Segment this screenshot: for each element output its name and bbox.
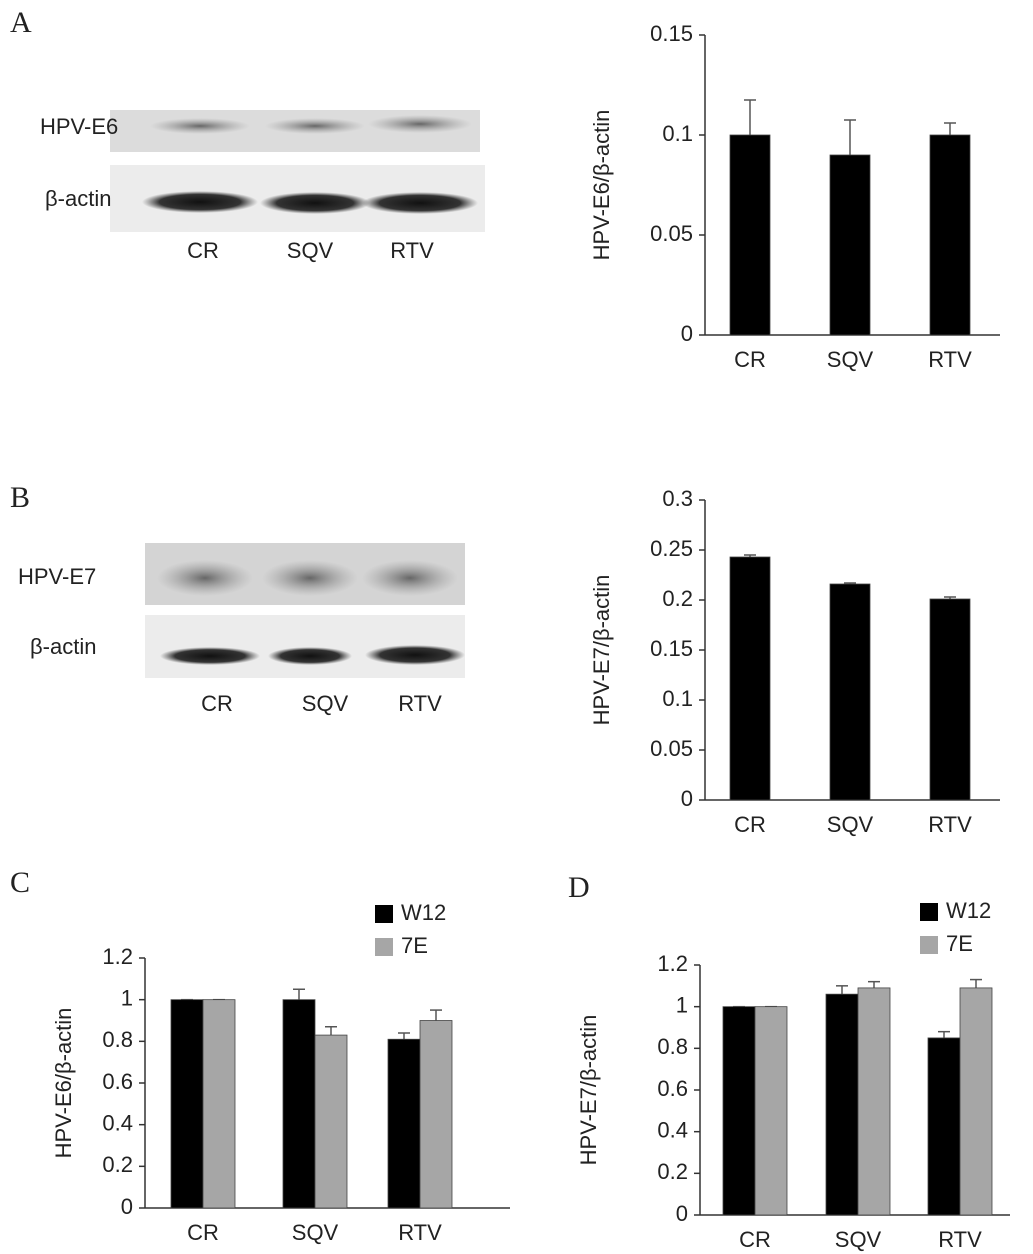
legend-swatch (375, 938, 393, 956)
y-tick-label: 0.15 (650, 21, 693, 46)
blot-row-label: HPV-E6 (40, 114, 118, 139)
bar (202, 999, 236, 1209)
blot-band (268, 647, 352, 665)
y-tick-label: 0 (121, 1194, 133, 1219)
bar (729, 556, 771, 801)
y-tick-label: 0.05 (650, 736, 693, 761)
y-tick-label: 0 (681, 786, 693, 811)
y-tick-label: 0.05 (650, 221, 693, 246)
blot-row-label: β-actin (45, 186, 111, 211)
blot-band (362, 560, 458, 596)
blot-row-label: β-actin (30, 634, 96, 659)
bar (170, 999, 204, 1209)
y-tick-label: 0.8 (102, 1027, 133, 1052)
blot-band (150, 118, 250, 134)
blot-band (160, 647, 260, 665)
y-tick-label: 1 (121, 985, 133, 1010)
blot-band (265, 118, 365, 134)
bar (729, 134, 771, 336)
panel-label: D (568, 871, 590, 904)
panel-label: B (10, 481, 30, 514)
x-tick-label: CR (739, 1227, 771, 1252)
y-tick-label: 1.2 (102, 944, 133, 969)
y-tick-label: 0 (681, 321, 693, 346)
y-axis-label: HPV-E6/β-actin (589, 110, 614, 261)
y-tick-label: 0.4 (657, 1117, 688, 1142)
lane-label: RTV (398, 691, 442, 716)
x-tick-label: CR (187, 1220, 219, 1245)
x-tick-label: SQV (827, 347, 874, 372)
panel-label: A (10, 6, 32, 39)
bar (829, 583, 871, 801)
legend-swatch (920, 936, 938, 954)
x-tick-label: RTV (928, 812, 972, 837)
legend-label: 7E (946, 931, 973, 956)
bar (929, 134, 971, 336)
x-tick-label: SQV (835, 1227, 882, 1252)
y-tick-label: 0 (676, 1201, 688, 1226)
panel-label: C (10, 866, 30, 899)
x-tick-label: RTV (398, 1220, 442, 1245)
y-tick-label: 1.2 (657, 951, 688, 976)
x-tick-label: CR (734, 347, 766, 372)
bar (314, 1034, 348, 1209)
y-tick-label: 0.1 (662, 686, 693, 711)
y-tick-label: 0.6 (657, 1076, 688, 1101)
x-tick-label: RTV (928, 347, 972, 372)
blot-row-label: HPV-E7 (18, 564, 96, 589)
bar (829, 154, 871, 336)
y-tick-label: 0.2 (662, 586, 693, 611)
y-tick-label: 0.2 (102, 1152, 133, 1177)
lane-label: SQV (287, 238, 334, 263)
blot-band (157, 560, 253, 596)
x-tick-label: SQV (827, 812, 874, 837)
legend-swatch (375, 905, 393, 923)
bar (825, 993, 859, 1216)
y-tick-label: 0.8 (657, 1034, 688, 1059)
legend-label: W12 (401, 900, 446, 925)
x-tick-label: RTV (938, 1227, 982, 1252)
lane-label: CR (187, 238, 219, 263)
blot-band (262, 560, 358, 596)
y-tick-label: 0.1 (662, 121, 693, 146)
blot-band (368, 115, 472, 133)
y-axis-label: HPV-E7/β-actin (589, 575, 614, 726)
bar (857, 987, 891, 1216)
bar (722, 1006, 756, 1216)
blot-band (362, 192, 478, 214)
bar (387, 1038, 421, 1209)
y-tick-label: 1 (676, 992, 688, 1017)
x-tick-label: CR (734, 812, 766, 837)
lane-label: RTV (390, 238, 434, 263)
bar (419, 1020, 453, 1209)
bar (959, 987, 993, 1216)
x-tick-label: SQV (292, 1220, 339, 1245)
lane-label: SQV (302, 691, 349, 716)
y-tick-label: 0.4 (102, 1110, 133, 1135)
y-tick-label: 0.2 (657, 1159, 688, 1184)
blot-band (260, 192, 370, 214)
legend-label: W12 (946, 898, 991, 923)
y-tick-label: 0.25 (650, 536, 693, 561)
y-tick-label: 0.6 (102, 1069, 133, 1094)
bar (282, 999, 316, 1209)
y-axis-label: HPV-E7/β-actin (576, 1015, 601, 1166)
lane-label: CR (201, 691, 233, 716)
blot-band (142, 191, 258, 213)
y-tick-label: 0.15 (650, 636, 693, 661)
y-axis-label: HPV-E6/β-actin (51, 1008, 76, 1159)
blot-band (365, 645, 465, 665)
bar (754, 1006, 788, 1216)
bar (929, 598, 971, 801)
y-tick-label: 0.3 (662, 486, 693, 511)
bar (927, 1037, 961, 1216)
legend-swatch (920, 903, 938, 921)
legend-label: 7E (401, 933, 428, 958)
